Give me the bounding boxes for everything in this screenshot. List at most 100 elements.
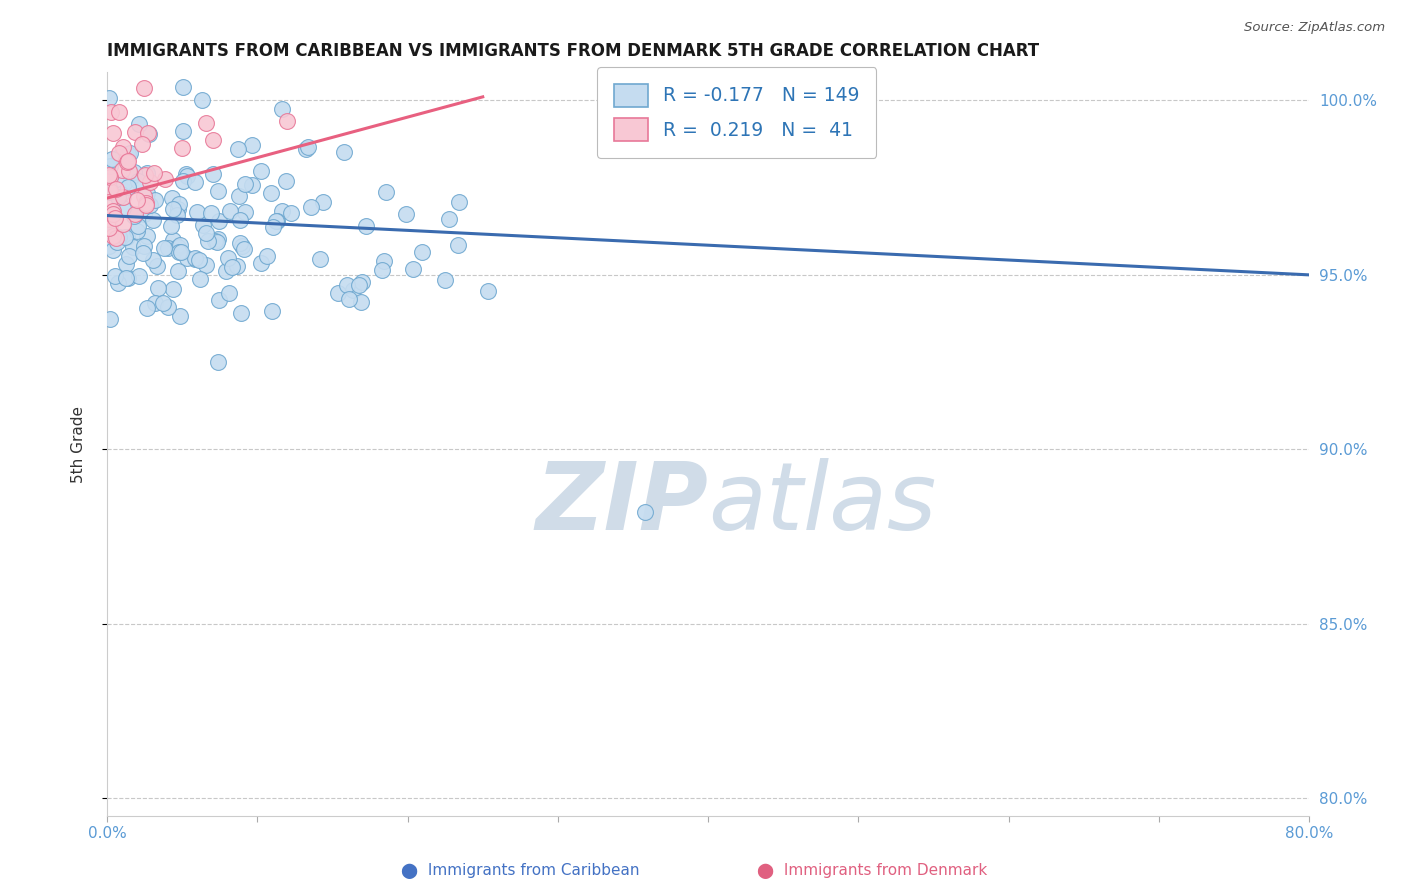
Point xyxy=(260,186,283,201)
Point xyxy=(125,224,148,238)
Point xyxy=(111,162,134,177)
Point xyxy=(98,184,121,198)
Point xyxy=(97,195,120,210)
Point xyxy=(112,190,135,204)
Point xyxy=(218,286,240,301)
Point xyxy=(447,238,470,252)
Point xyxy=(356,219,378,234)
Point xyxy=(350,294,373,309)
Point xyxy=(191,218,214,232)
Point xyxy=(188,272,211,286)
Point xyxy=(402,262,425,277)
Text: IMMIGRANTS FROM CARIBBEAN VS IMMIGRANTS FROM DENMARK 5TH GRADE CORRELATION CHART: IMMIGRANTS FROM CARIBBEAN VS IMMIGRANTS … xyxy=(107,42,1039,60)
Point xyxy=(260,304,283,318)
Point xyxy=(105,235,128,249)
Point xyxy=(172,141,194,155)
Point xyxy=(184,175,207,189)
Point xyxy=(221,260,243,275)
Point xyxy=(207,354,229,368)
Point xyxy=(207,293,229,308)
Point xyxy=(200,206,222,220)
Point xyxy=(135,301,157,316)
Point xyxy=(118,164,141,178)
Point xyxy=(138,128,160,142)
Point xyxy=(201,167,224,181)
Point xyxy=(336,277,359,292)
Point xyxy=(101,228,124,243)
Point xyxy=(172,79,194,94)
Point xyxy=(160,191,183,205)
Point xyxy=(204,234,226,248)
Point xyxy=(250,255,273,269)
Point xyxy=(634,505,657,519)
Text: ⬤  Immigrants from Caribbean: ⬤ Immigrants from Caribbean xyxy=(401,863,640,879)
Point xyxy=(142,166,165,180)
Point xyxy=(411,244,433,259)
Point xyxy=(128,268,150,283)
Point xyxy=(172,174,194,188)
Text: ZIP: ZIP xyxy=(536,458,709,549)
Point xyxy=(101,243,124,257)
Point xyxy=(115,153,138,167)
Point xyxy=(118,249,141,263)
Point xyxy=(262,220,284,235)
Point xyxy=(219,203,242,218)
Point xyxy=(122,164,145,178)
Point xyxy=(240,178,263,193)
Point xyxy=(127,219,149,233)
Point xyxy=(134,168,156,182)
Point xyxy=(139,176,162,190)
Point xyxy=(128,117,150,131)
Point xyxy=(104,211,127,225)
Point xyxy=(112,201,135,215)
Point xyxy=(231,306,253,320)
Point xyxy=(122,209,145,223)
Point xyxy=(167,245,190,260)
Point xyxy=(110,187,132,202)
Point xyxy=(101,204,124,219)
Point xyxy=(202,133,225,147)
Point xyxy=(326,285,349,300)
Point xyxy=(117,146,139,161)
Point xyxy=(169,310,191,324)
Point xyxy=(170,244,193,259)
Point xyxy=(118,145,141,160)
Point xyxy=(97,212,120,227)
Point xyxy=(195,258,218,272)
Point xyxy=(142,213,165,227)
Point xyxy=(233,242,256,256)
Point xyxy=(103,127,125,141)
Point xyxy=(312,194,335,209)
Point xyxy=(136,228,159,243)
Text: ⬤  Immigrants from Denmark: ⬤ Immigrants from Denmark xyxy=(756,863,987,879)
Point xyxy=(104,268,127,283)
Legend: R = -0.177   N = 149, R =  0.219   N =  41: R = -0.177 N = 149, R = 0.219 N = 41 xyxy=(598,67,876,158)
Point xyxy=(174,167,197,181)
Point xyxy=(208,214,231,228)
Point xyxy=(98,159,121,173)
Point xyxy=(250,163,273,178)
Point xyxy=(166,208,188,222)
Point xyxy=(132,246,155,260)
Point xyxy=(108,150,131,164)
Point xyxy=(146,281,169,295)
Point xyxy=(195,226,218,240)
Point xyxy=(256,249,278,263)
Point xyxy=(205,235,228,250)
Point xyxy=(194,116,217,130)
Point xyxy=(124,206,146,220)
Point xyxy=(309,252,332,266)
Point xyxy=(117,270,139,285)
Point xyxy=(433,273,456,287)
Point xyxy=(117,180,139,194)
Point xyxy=(143,296,166,310)
Point xyxy=(395,207,418,221)
Point xyxy=(105,231,128,245)
Point xyxy=(270,203,292,218)
Point xyxy=(229,213,252,227)
Point xyxy=(122,240,145,254)
Point xyxy=(108,145,131,160)
Point xyxy=(437,212,460,227)
Point xyxy=(233,204,256,219)
Point xyxy=(98,312,121,326)
